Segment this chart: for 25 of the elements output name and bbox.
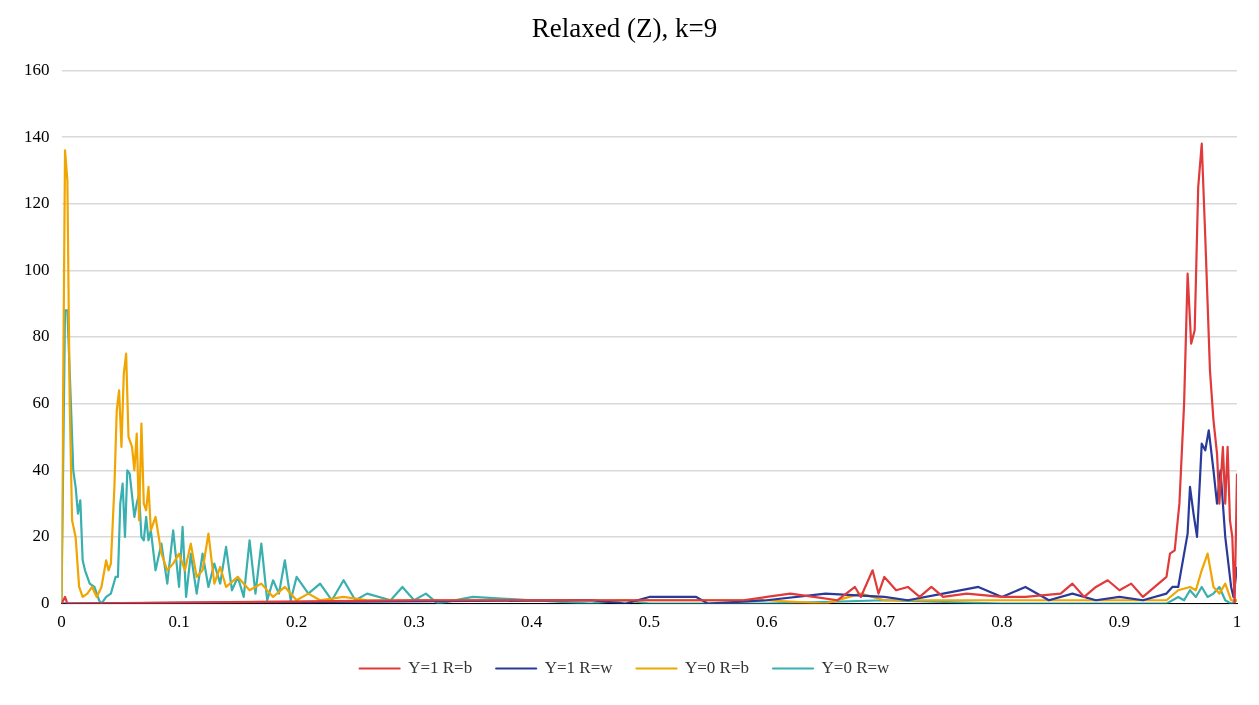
y-tick-label: 20 [32,526,50,546]
legend-label: Y=1 R=w [544,657,614,677]
x-tick-label: 0.9 [1108,612,1131,632]
x-tick-label: 0.6 [756,612,778,632]
y-tick-label: 140 [24,126,50,146]
y-tick-label: 60 [32,393,50,413]
x-tick-label: 0 [57,612,66,632]
y-tick-label: 40 [32,459,50,479]
y-tick-label: 160 [24,59,50,79]
x-tick-label: 0.3 [403,612,425,632]
y-tick-label: 0 [41,593,50,613]
y-tick-label: 120 [24,193,50,213]
x-tick-label: 0.2 [285,612,308,632]
x-tick-label: 0.5 [638,612,660,632]
x-tick-label: 0.7 [873,612,896,632]
legend-label: Y=0 R=b [685,657,750,677]
x-tick-label: 1 [1232,612,1242,632]
y-tick-label: 80 [32,326,50,346]
legend-label: Y=1 R=b [408,657,473,677]
legend-label: Y=0 R=w [821,657,891,677]
x-tick-label: 0.4 [521,612,543,632]
chart-title: Relaxed (Z), k=9 [531,13,718,44]
x-tick-label: 0.1 [168,612,190,632]
x-tick-label: 0.8 [991,612,1013,632]
y-tick-label: 100 [24,259,50,279]
